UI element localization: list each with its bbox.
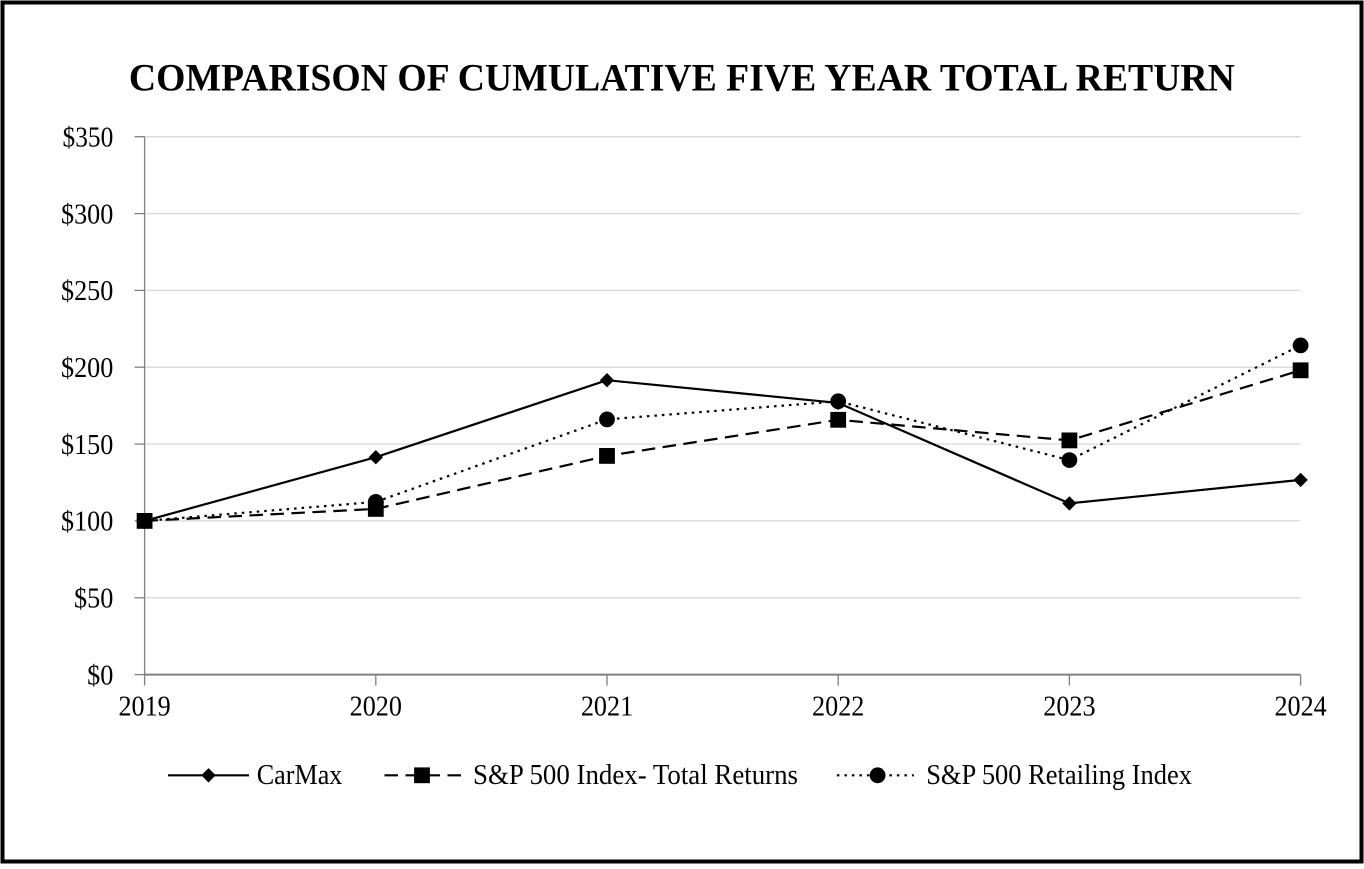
svg-text:$150: $150	[61, 430, 113, 461]
svg-text:$350: $350	[63, 122, 114, 153]
svg-text:$100: $100	[61, 507, 113, 538]
svg-text:2021: 2021	[581, 692, 633, 723]
svg-text:CarMax: CarMax	[257, 760, 343, 791]
svg-text:$250: $250	[61, 276, 113, 307]
svg-text:S&P 500 Index- Total Returns: S&P 500 Index- Total Returns	[473, 760, 798, 791]
svg-text:$50: $50	[74, 584, 113, 615]
svg-text:COMPARISON OF CUMULATIVE FIVE: COMPARISON OF CUMULATIVE FIVE YEAR TOTAL…	[129, 57, 1235, 100]
svg-text:$0: $0	[87, 660, 113, 691]
svg-text:2020: 2020	[350, 692, 402, 723]
svg-text:2019: 2019	[118, 692, 170, 723]
svg-text:2023: 2023	[1043, 692, 1095, 723]
svg-text:2024: 2024	[1274, 692, 1326, 723]
svg-text:S&P 500 Retailing Index: S&P 500 Retailing Index	[926, 760, 1192, 791]
svg-text:$200: $200	[61, 353, 113, 384]
svg-text:$300: $300	[61, 199, 113, 230]
svg-text:2022: 2022	[812, 692, 864, 723]
